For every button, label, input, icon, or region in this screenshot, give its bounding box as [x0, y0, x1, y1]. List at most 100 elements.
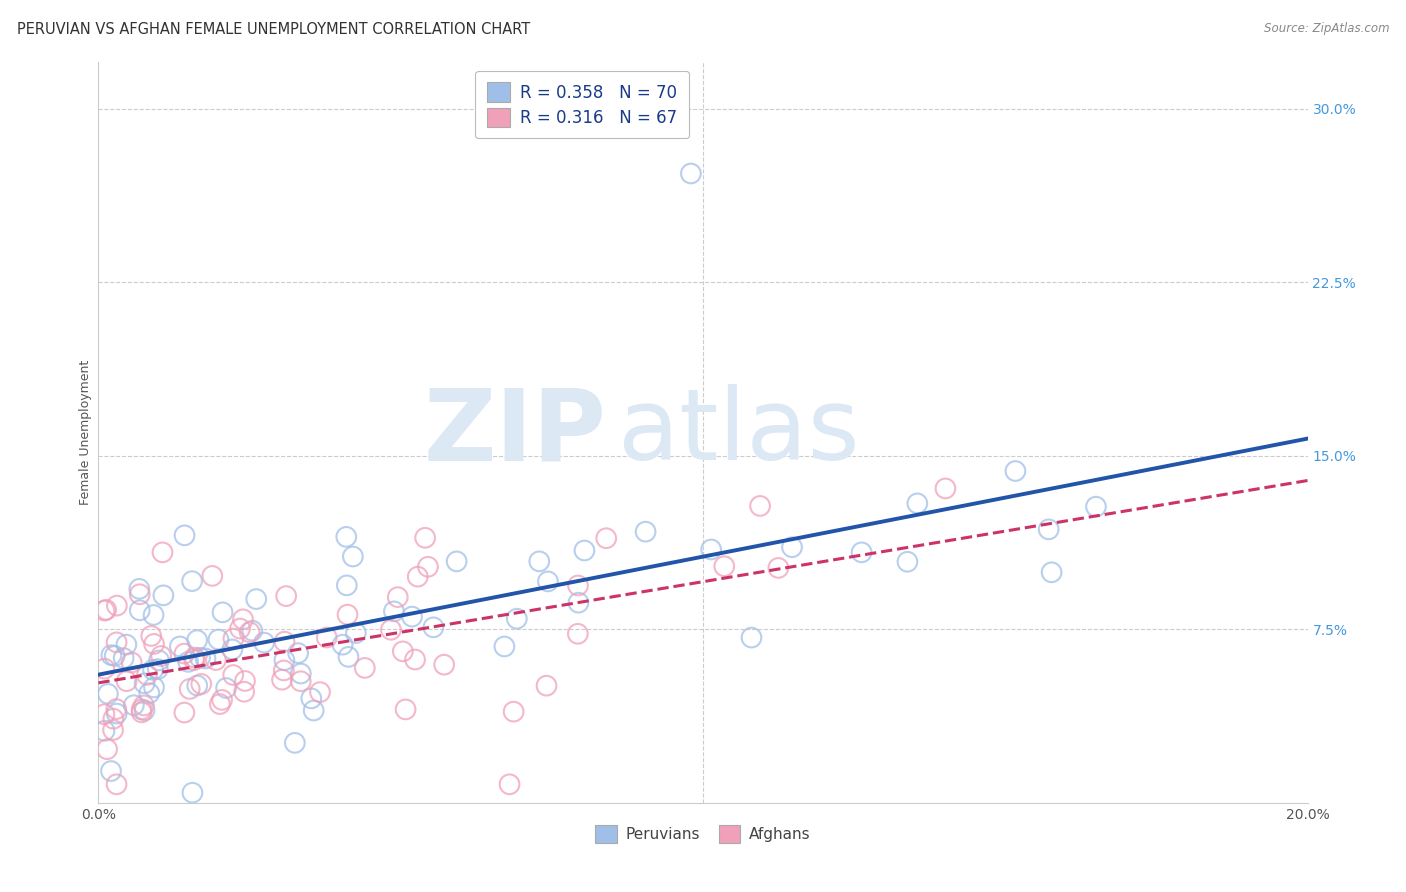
Point	[239, 625, 262, 640]
Text: ZIP: ZIP	[423, 384, 606, 481]
Point	[122, 698, 145, 713]
Point	[276, 589, 298, 603]
Point	[446, 554, 468, 568]
Point	[498, 777, 520, 791]
Point	[851, 545, 873, 559]
Point	[401, 609, 423, 624]
Point	[100, 648, 122, 662]
Point	[1004, 464, 1026, 478]
Point	[416, 559, 439, 574]
Point	[287, 646, 309, 660]
Point	[392, 644, 415, 658]
Point	[177, 655, 200, 669]
Point	[141, 629, 163, 643]
Point	[574, 543, 596, 558]
Point	[152, 545, 174, 559]
Point	[201, 569, 224, 583]
Point	[211, 693, 233, 707]
Point	[273, 653, 295, 667]
Point	[404, 652, 426, 666]
Point	[115, 674, 138, 689]
Point	[1085, 500, 1108, 514]
Point	[749, 499, 772, 513]
Point	[186, 633, 208, 648]
Point	[131, 706, 153, 720]
Point	[271, 673, 294, 687]
Point	[93, 707, 115, 722]
Point	[537, 574, 560, 589]
Point	[190, 677, 212, 691]
Point	[634, 524, 657, 539]
Point	[132, 698, 155, 713]
Y-axis label: Female Unemployment: Female Unemployment	[79, 360, 91, 505]
Point	[299, 691, 322, 706]
Point	[315, 631, 337, 645]
Point	[142, 607, 165, 622]
Point	[713, 559, 735, 574]
Point	[142, 663, 165, 677]
Point	[290, 666, 312, 681]
Point	[128, 587, 150, 601]
Point	[179, 681, 201, 696]
Point	[353, 661, 375, 675]
Point	[105, 706, 128, 721]
Point	[536, 679, 558, 693]
Point	[105, 777, 128, 791]
Point	[173, 706, 195, 720]
Point	[1038, 522, 1060, 536]
Point	[679, 166, 702, 180]
Point	[233, 684, 256, 698]
Point	[143, 637, 166, 651]
Text: Source: ZipAtlas.com: Source: ZipAtlas.com	[1264, 22, 1389, 36]
Point	[215, 681, 238, 695]
Point	[103, 712, 125, 726]
Point	[208, 697, 231, 711]
Point	[780, 540, 803, 554]
Point	[181, 574, 204, 588]
Point	[1040, 566, 1063, 580]
Point	[131, 702, 153, 716]
Point	[567, 627, 589, 641]
Point	[290, 674, 312, 689]
Point	[128, 582, 150, 596]
Point	[335, 530, 357, 544]
Point	[222, 632, 245, 646]
Point	[342, 549, 364, 564]
Point	[104, 648, 127, 663]
Point	[134, 676, 156, 690]
Point	[273, 634, 295, 648]
Point	[105, 702, 128, 716]
Point	[173, 528, 195, 542]
Point	[207, 632, 229, 647]
Point	[273, 664, 295, 678]
Point	[768, 561, 790, 575]
Point	[740, 631, 762, 645]
Point	[194, 651, 217, 665]
Point	[502, 705, 524, 719]
Point	[112, 651, 135, 665]
Point	[934, 482, 956, 496]
Legend: Peruvians, Afghans: Peruvians, Afghans	[588, 818, 818, 851]
Text: PERUVIAN VS AFGHAN FEMALE UNEMPLOYMENT CORRELATION CHART: PERUVIAN VS AFGHAN FEMALE UNEMPLOYMENT C…	[17, 22, 530, 37]
Point	[101, 723, 124, 737]
Point	[128, 603, 150, 617]
Point	[232, 612, 254, 626]
Point	[284, 736, 307, 750]
Point	[337, 649, 360, 664]
Text: atlas: atlas	[619, 384, 860, 481]
Point	[93, 662, 115, 676]
Point	[332, 638, 354, 652]
Point	[905, 496, 928, 510]
Point	[595, 531, 617, 545]
Point	[211, 605, 233, 619]
Point	[93, 723, 115, 738]
Point	[336, 607, 359, 622]
Point	[394, 702, 416, 716]
Point	[567, 578, 589, 592]
Point	[205, 653, 228, 667]
Point	[183, 653, 205, 667]
Point	[186, 678, 208, 692]
Point	[896, 555, 918, 569]
Point	[183, 650, 205, 665]
Point	[506, 612, 529, 626]
